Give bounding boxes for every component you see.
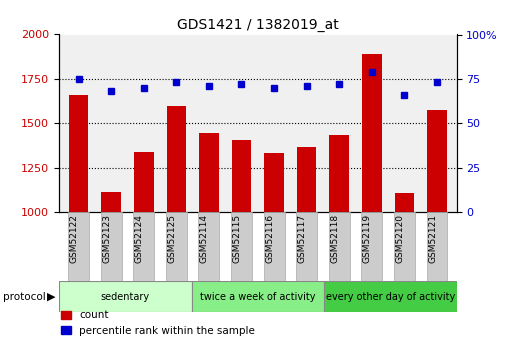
Bar <box>329 212 350 281</box>
Bar <box>231 212 252 281</box>
Text: protocol: protocol <box>3 292 45 302</box>
Legend: count, percentile rank within the sample: count, percentile rank within the sample <box>56 306 260 340</box>
Bar <box>296 212 317 281</box>
Text: GSM52116: GSM52116 <box>265 214 274 263</box>
Bar <box>362 212 382 281</box>
Bar <box>167 107 186 212</box>
Text: GSM52120: GSM52120 <box>396 214 404 263</box>
Bar <box>297 147 317 212</box>
Text: GSM52121: GSM52121 <box>428 214 437 263</box>
Text: GSM52114: GSM52114 <box>200 214 209 263</box>
Bar <box>427 212 447 281</box>
Bar <box>199 212 220 281</box>
Bar <box>133 212 154 281</box>
Bar <box>68 212 89 281</box>
Bar <box>264 152 284 212</box>
Bar <box>362 54 382 212</box>
Bar <box>102 192 121 212</box>
Text: GSM52117: GSM52117 <box>298 214 307 263</box>
Bar <box>166 212 187 281</box>
Text: twice a week of activity: twice a week of activity <box>200 292 315 302</box>
Bar <box>394 212 415 281</box>
Bar <box>199 133 219 212</box>
Text: GSM52124: GSM52124 <box>135 214 144 263</box>
Text: ▶: ▶ <box>47 292 56 302</box>
Text: GSM52118: GSM52118 <box>330 214 339 263</box>
Bar <box>134 152 153 212</box>
Text: GSM52122: GSM52122 <box>70 214 78 263</box>
Text: GSM52123: GSM52123 <box>102 214 111 263</box>
Bar <box>264 212 285 281</box>
Text: GSM52125: GSM52125 <box>167 214 176 263</box>
Bar <box>101 212 122 281</box>
Text: sedentary: sedentary <box>101 292 150 302</box>
Bar <box>324 281 457 312</box>
Title: GDS1421 / 1382019_at: GDS1421 / 1382019_at <box>177 18 339 32</box>
Bar <box>232 140 251 212</box>
Bar <box>329 135 349 212</box>
Bar <box>427 110 447 212</box>
Bar <box>59 281 191 312</box>
Text: GSM52119: GSM52119 <box>363 214 372 263</box>
Text: every other day of activity: every other day of activity <box>326 292 455 302</box>
Bar <box>191 281 324 312</box>
Bar <box>394 193 414 212</box>
Bar <box>69 95 88 212</box>
Text: GSM52115: GSM52115 <box>232 214 242 263</box>
